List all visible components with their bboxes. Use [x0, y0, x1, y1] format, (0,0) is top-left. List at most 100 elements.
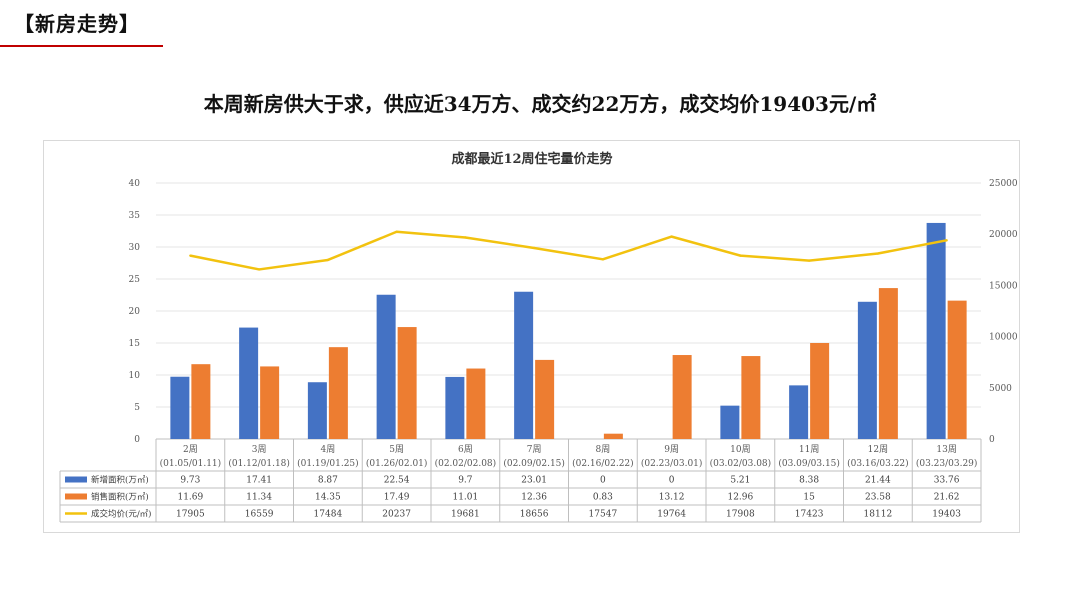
x-date-range-label: (03.09/03.15)	[778, 458, 840, 469]
legend-swatch-bar	[65, 493, 87, 500]
bar-supply	[376, 294, 396, 439]
x-category-label: 12周	[868, 444, 888, 455]
table-data-label: 20237	[382, 510, 411, 520]
price-line	[190, 230, 947, 271]
bar-sales	[191, 364, 211, 439]
price-point	[395, 230, 398, 233]
table-data-label: 19764	[657, 510, 686, 520]
table-data-label: 11.34	[246, 493, 272, 503]
y-left-tick-label: 5	[134, 403, 140, 413]
price-point	[257, 268, 261, 271]
table-data-label: 33.76	[934, 476, 960, 486]
y-right-tick-label: 25000	[989, 179, 1018, 189]
table-data-label: 11.69	[177, 493, 203, 503]
bar-supply	[514, 291, 534, 439]
bar-supply	[307, 382, 327, 439]
price-point	[464, 236, 467, 239]
table-data-label: 17905	[176, 510, 205, 520]
y-left-tick-label: 35	[129, 211, 141, 221]
x-date-range-label: (01.19/01.25)	[297, 458, 359, 469]
table-data-label: 14.35	[315, 493, 341, 503]
x-category-label: 6周	[458, 444, 473, 455]
x-category-label: 7周	[527, 444, 542, 455]
table-data-label: 11.01	[452, 493, 478, 503]
x-date-range-label: (01.26/02.01)	[366, 458, 428, 469]
table-data-label: 18112	[864, 510, 893, 520]
legend-series-name: 新增面积(万㎡)	[91, 475, 149, 486]
y-left-tick-label: 10	[129, 371, 141, 381]
chart-container: 成都最近12周住宅量价走势 0 5 10 15 20 25 30 35 40 0 5000 1000…	[43, 140, 1020, 533]
x-date-range-label: (03.16/03.22)	[847, 458, 909, 469]
x-category-label: 9周	[664, 444, 679, 455]
section-title-rule	[0, 45, 163, 47]
bar-sales	[260, 366, 280, 439]
bar-sales	[466, 368, 486, 439]
x-date-range-label: (01.12/01.18)	[228, 458, 290, 469]
bar-supply	[720, 405, 740, 439]
x-category-label: 10周	[730, 444, 750, 455]
x-date-range-label: (03.23/03.29)	[916, 458, 978, 469]
bar-supply	[239, 327, 259, 439]
price-point	[189, 254, 192, 257]
legend-series-name: 销售面积(万㎡)	[91, 492, 149, 503]
bar-supply	[170, 376, 190, 439]
table-data-label: 0	[600, 476, 606, 486]
table-data-label: 18656	[520, 510, 549, 520]
table-data-label: 17484	[314, 510, 343, 520]
bar-sales	[603, 433, 623, 439]
table-data-label: 8.87	[318, 476, 338, 486]
table-data-label: 21.44	[865, 476, 891, 486]
table-data-label: 5.21	[730, 476, 750, 486]
bar-supply	[926, 222, 946, 439]
x-date-range-label: (01.05/01.11)	[160, 458, 222, 469]
y-left-tick-label: 15	[129, 339, 141, 349]
y-left-tick-label: 30	[129, 243, 141, 253]
section-title: 【新房走势】	[14, 12, 140, 36]
table-data-label: 13.12	[659, 493, 685, 503]
table-data-label: 9.73	[180, 476, 200, 486]
y-right-tick-label: 0	[989, 435, 995, 445]
x-category-label: 13周	[936, 444, 956, 455]
bar-sales	[741, 356, 761, 439]
table-data-label: 12.96	[727, 493, 753, 503]
x-category-label: 5周	[389, 444, 404, 455]
x-category-label: 2周	[183, 444, 198, 455]
table-data-label: 17908	[726, 510, 755, 520]
x-category-label: 11周	[799, 444, 819, 455]
table-data-label: 16559	[245, 510, 274, 520]
price-point	[601, 258, 605, 261]
table-data-label: 0	[669, 476, 675, 486]
bar-sales	[878, 288, 898, 439]
chart-title: 成都最近12周住宅量价走势	[451, 151, 612, 167]
x-category-label: 8周	[596, 444, 611, 455]
bar-sales	[810, 343, 830, 439]
y-right-tick-label: 10000	[989, 333, 1018, 343]
price-point	[326, 258, 330, 262]
x-category-label: 3周	[252, 444, 267, 455]
table-data-label: 15	[803, 493, 815, 503]
bar-sales	[672, 355, 692, 439]
y-right-tick-label: 5000	[989, 384, 1012, 394]
price-point	[739, 254, 742, 257]
y-left-tick-label: 40	[129, 179, 141, 189]
price-point	[807, 259, 811, 262]
table-data-label: 12.36	[521, 493, 547, 503]
table-data-label: 17547	[589, 510, 618, 520]
table-data-label: 22.54	[384, 476, 410, 486]
chart-svg: 成都最近12周住宅量价走势 0 5 10 15 20 25 30 35 40 0 5000 1000…	[59, 151, 1018, 523]
table-data-label: 19403	[932, 510, 961, 520]
x-category-label: 4周	[321, 444, 336, 455]
table-data-label: 21.62	[934, 493, 960, 503]
y-left-tick-label: 20	[129, 307, 141, 317]
bar-sales	[947, 300, 967, 439]
bar-supply	[789, 385, 809, 439]
x-date-range-label: (02.23/03.01)	[641, 458, 703, 469]
legend-swatch-bar	[65, 476, 87, 483]
bar-supply	[857, 301, 877, 439]
x-date-range-label: (02.09/02.15)	[503, 458, 565, 469]
y-right-tick-label: 15000	[989, 281, 1018, 291]
y-right-tick-label: 20000	[989, 230, 1018, 240]
y-left-tick-label: 0	[134, 435, 140, 445]
table-data-label: 17.41	[246, 476, 272, 486]
table-data-label: 0.83	[593, 493, 613, 503]
